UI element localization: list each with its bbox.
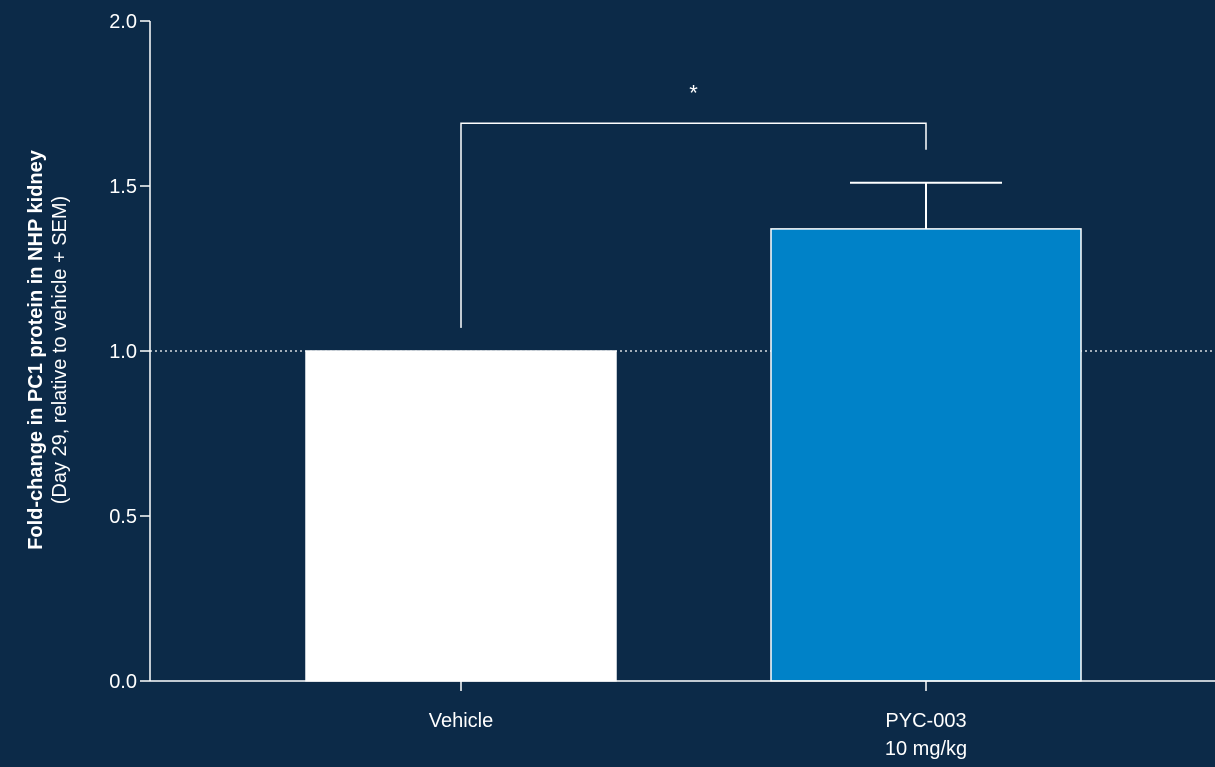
x-category-label-0-0: Vehicle bbox=[429, 710, 494, 732]
bar-1 bbox=[770, 228, 1082, 682]
y-tick-label-0: 0.0 bbox=[109, 671, 137, 693]
y-axis-title: Fold-change in PC1 protein in NHP kidney… bbox=[25, 149, 71, 550]
y-axis-label-sub: (Day 29, relative to vehicle + SEM) bbox=[49, 196, 71, 504]
x-category-label-1-1: 10 mg/kg bbox=[885, 738, 967, 760]
bar-0 bbox=[305, 350, 617, 682]
y-tick-label-2: 1.0 bbox=[109, 341, 137, 363]
x-category-label-1-0: PYC-003 bbox=[885, 710, 966, 732]
y-tick-label-3: 1.5 bbox=[109, 176, 137, 198]
y-axis-label-main: Fold-change in PC1 protein in NHP kidney bbox=[25, 149, 47, 550]
y-tick-label-1: 0.5 bbox=[109, 506, 137, 528]
y-tick-label-4: 2.0 bbox=[109, 11, 137, 33]
significance-bracket bbox=[460, 122, 927, 328]
significance-marker: * bbox=[689, 80, 698, 105]
